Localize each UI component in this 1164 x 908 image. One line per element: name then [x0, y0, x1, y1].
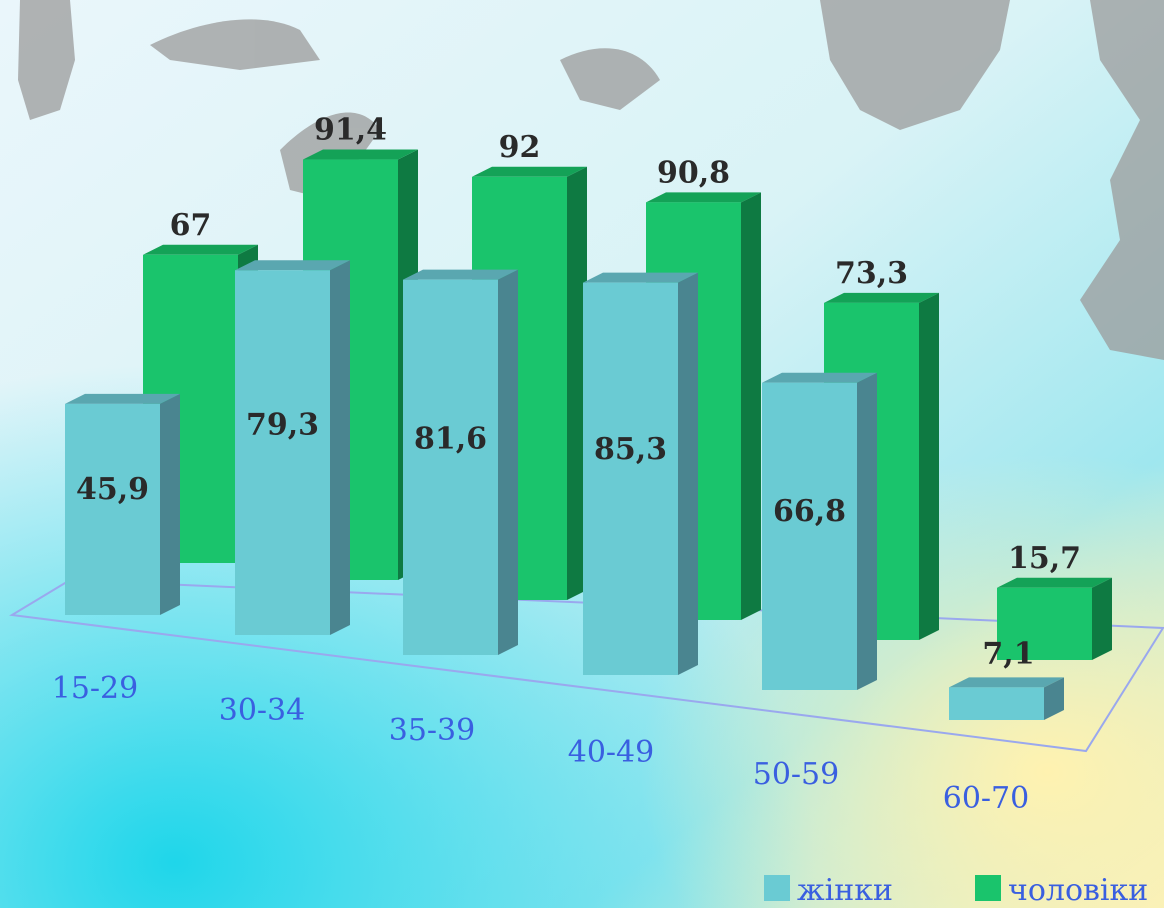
men-value-label: 15,7: [1008, 541, 1081, 576]
women-bar-side: [160, 393, 180, 615]
women-bar-5: [949, 677, 1064, 720]
men-bar-side: [567, 166, 587, 601]
legend-label-men: чоловіки: [1008, 873, 1148, 908]
men-bar-5: [997, 577, 1112, 660]
legend-swatch-women: [764, 875, 790, 901]
women-bar-top: [403, 269, 518, 280]
women-value-label: 45,9: [76, 472, 149, 507]
men-value-label: 90,8: [657, 155, 730, 190]
category-label: 35-39: [389, 713, 475, 748]
chart-floor: [9, 578, 1164, 753]
women-value-label: 7,1: [982, 636, 1034, 671]
women-bar-top: [949, 677, 1064, 688]
women-bar-front: [65, 403, 160, 615]
men-bar-side: [741, 192, 761, 620]
men-value-label: 91,4: [314, 113, 387, 148]
women-bar-front: [949, 687, 1044, 720]
women-bar-front: [762, 382, 857, 690]
women-bar-front: [583, 282, 678, 675]
women-bar-top: [583, 272, 698, 283]
men-bar-front: [997, 587, 1092, 660]
men-value-label: 73,3: [835, 256, 908, 291]
men-value-label: 67: [170, 208, 212, 243]
women-bar-top: [65, 393, 180, 404]
bars-layer: 67 91,4 92 90,8 73,3 15,7 45,9 79,3 81,6 85,3 66,8…: [65, 113, 1112, 720]
men-bar-side: [919, 292, 939, 640]
men-bar-top: [997, 577, 1112, 588]
category-label: 15-29: [52, 671, 138, 706]
women-bar-top: [762, 372, 877, 383]
women-value-label: 85,3: [594, 432, 667, 467]
women-bar-side: [498, 269, 518, 655]
women-bar-4: [762, 372, 877, 690]
women-value-label: 66,8: [773, 494, 846, 529]
men-bar-top: [824, 292, 939, 303]
women-value-label: 81,6: [414, 422, 487, 457]
men-value-label: 92: [499, 130, 541, 165]
men-bar-side: [1092, 577, 1112, 660]
women-bar-3: [583, 272, 698, 675]
category-label: 30-34: [219, 693, 305, 728]
legend-swatch-men: [975, 875, 1001, 901]
women-value-label: 79,3: [246, 407, 319, 442]
floor-outline: [9, 578, 1164, 753]
men-bar-top: [303, 149, 418, 160]
category-label: 60-70: [943, 781, 1029, 816]
category-labels: 15-29 30-34 35-39 40-49 50-59 60-70: [52, 671, 1029, 816]
women-bar-0: [65, 393, 180, 615]
women-bar-side: [330, 260, 350, 635]
men-bar-top: [143, 244, 258, 255]
legend-label-women: жінки: [797, 873, 893, 908]
category-label: 40-49: [568, 735, 654, 770]
category-label: 50-59: [753, 757, 839, 792]
men-bar-top: [646, 192, 761, 203]
women-bar-front: [235, 270, 330, 635]
women-bar-top: [235, 260, 350, 271]
women-bar-side: [1044, 677, 1064, 720]
women-bar-front: [403, 279, 498, 655]
men-bar-top: [472, 166, 587, 177]
women-bar-1: [235, 260, 350, 635]
legend: жінки чоловіки: [764, 873, 1148, 908]
women-bar-side: [678, 272, 698, 675]
women-bar-2: [403, 269, 518, 655]
women-bar-side: [857, 372, 877, 690]
